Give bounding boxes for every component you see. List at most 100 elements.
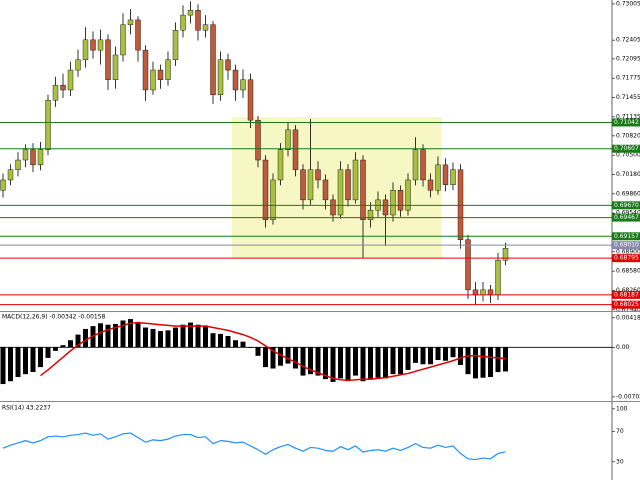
histogram-bar: [323, 347, 328, 380]
histogram-bar: [143, 327, 148, 348]
level-label-bg: [612, 201, 640, 210]
y-tick-label: 0.72095: [616, 55, 640, 62]
y-tick-label: 0.67940: [616, 306, 640, 313]
histogram-bar: [450, 347, 456, 358]
candle-body: [112, 54, 119, 80]
candle-body: [337, 169, 344, 216]
candle-body: [195, 10, 201, 31]
histogram-bar: [53, 347, 58, 351]
histogram-bar: [255, 347, 261, 356]
candle-body: [7, 169, 14, 181]
y-tick-label: 30: [616, 458, 624, 465]
candle-body: [262, 159, 269, 221]
y-tick-label: 0.68580: [616, 268, 640, 275]
candle-body: [487, 289, 494, 295]
candle-body: [22, 149, 29, 161]
candle-body: [210, 24, 216, 96]
candle-body: [315, 169, 321, 181]
histogram-bar: [435, 347, 441, 361]
histogram-bar: [23, 347, 28, 375]
histogram-bar: [158, 331, 163, 348]
y-tick-label: 0.71455: [616, 94, 640, 101]
candle-body: [277, 149, 284, 181]
candle-body: [345, 169, 351, 201]
candle-body: [202, 24, 209, 31]
plot-layer: 0.73005 0.72405 0.72095 0.71775 0.71455 0.711…: [0, 0, 640, 465]
candle-body: [82, 39, 89, 60]
histogram-bar: [368, 347, 373, 380]
candle-body: [37, 149, 44, 166]
candle-body: [0, 179, 6, 191]
histogram-bar: [0, 347, 6, 385]
histogram-bar: [233, 340, 238, 348]
level-label: 0.69010: [614, 242, 639, 249]
histogram-bar: [278, 347, 283, 366]
histogram-bar: [383, 347, 388, 379]
y-tick-label: 0.69540: [616, 210, 640, 217]
histogram-bar: [83, 328, 88, 348]
histogram-bar: [413, 347, 418, 363]
histogram-bar: [428, 347, 433, 365]
histogram-bar: [308, 347, 313, 375]
candle-body: [45, 100, 51, 150]
candle-body: [187, 10, 194, 16]
candle-body: [52, 84, 59, 101]
candle-body: [232, 69, 239, 91]
histogram-bar: [128, 319, 133, 348]
histogram-bar: [270, 347, 276, 369]
candle-body: [135, 19, 141, 51]
y-tick-label: 0.68900: [616, 248, 640, 255]
histogram-bar: [8, 347, 13, 382]
histogram-bar: [203, 325, 208, 348]
histogram-bar: [135, 321, 141, 348]
candle-body: [472, 289, 479, 295]
candle-body: [150, 69, 156, 91]
candle-body: [97, 39, 104, 51]
candle-body: [420, 149, 426, 181]
y-tick-label: 0.71775: [616, 75, 640, 82]
candle-body: [157, 69, 164, 80]
y-tick-label: 0.70820: [616, 132, 640, 139]
candle-body: [60, 84, 66, 91]
candle-body: [292, 129, 299, 170]
series-line: [40, 321, 506, 382]
histogram-bar: [120, 320, 126, 348]
y-tick-label: 0.73005: [616, 0, 640, 7]
candle-body: [480, 289, 486, 295]
candle-body: [67, 69, 74, 91]
histogram-bar: [218, 333, 223, 348]
histogram-bar: [345, 347, 351, 380]
candle-body: [307, 169, 314, 201]
y-tick-label: 0.70500: [616, 152, 640, 159]
level-label: 0.68025: [614, 301, 639, 308]
histogram-bar: [165, 330, 171, 348]
level-label: 0.68187: [614, 291, 639, 298]
candle-body: [442, 164, 449, 185]
candle-body: [217, 59, 224, 96]
candle-body: [225, 59, 231, 71]
candle-body: [270, 179, 276, 221]
histogram-bar: [473, 347, 478, 379]
candle-body: [435, 164, 441, 191]
level-label-bg: [612, 241, 640, 250]
y-tick-label: 0.72405: [616, 37, 640, 44]
level-label-bg: [612, 232, 640, 241]
y-tick-label: 0.70180: [616, 171, 640, 178]
level-label: 0.69467: [614, 214, 639, 221]
y-tick-label: 0.71135: [616, 113, 640, 120]
level-label: 0.69670: [614, 202, 639, 209]
histogram-bar: [173, 327, 178, 348]
candle-body: [165, 59, 171, 80]
candle-body: [105, 39, 111, 80]
series-line: [2, 432, 506, 461]
histogram-bar: [503, 347, 508, 372]
level-label-bg: [612, 254, 640, 263]
histogram-bar: [495, 347, 501, 373]
histogram-bar: [210, 333, 216, 348]
y-tick-label: -0.00702: [616, 393, 640, 400]
y-tick-label: 0.00: [616, 344, 630, 351]
level-label-bg: [612, 144, 640, 153]
histogram-bar: [75, 334, 81, 348]
histogram-bar: [180, 324, 186, 348]
candle-body: [457, 169, 464, 240]
